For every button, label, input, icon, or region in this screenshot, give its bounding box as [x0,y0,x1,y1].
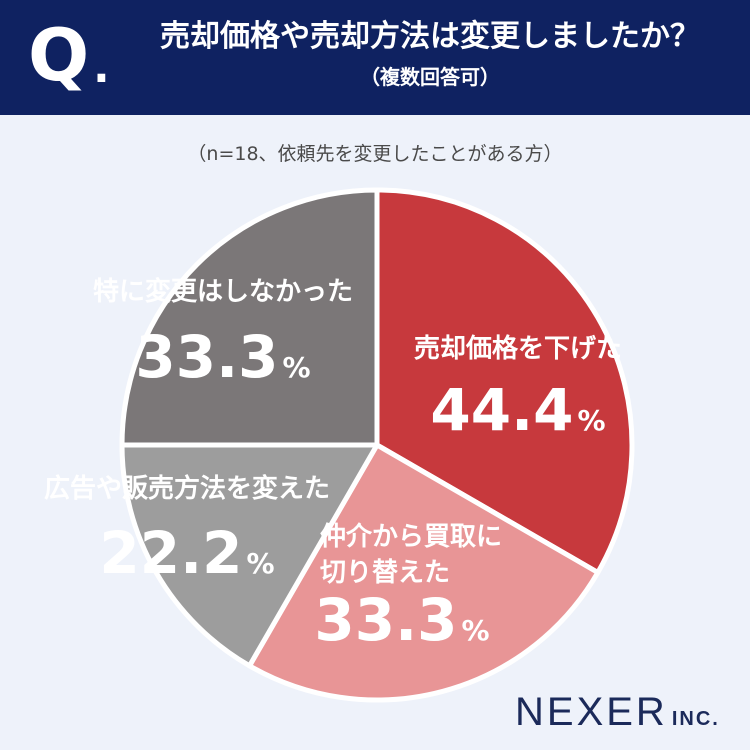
question-mark-letter: Q [28,13,90,97]
slice-label: 切り替えた [320,558,450,588]
slice-value-label: 33.3% [314,586,489,654]
question-title: 売却価格や売却方法は変更しましたか？ [160,19,700,54]
sample-note: （n=18、依頼先を変更したことがある方） [187,143,563,165]
slice-label: 売却価格を下げた [414,333,622,364]
pie-slice [119,187,380,448]
slice-label: 特に変更はしなかった [93,276,353,307]
logo-suffix: INC. [671,708,720,730]
pie-slice [374,187,635,575]
logo-wordmark: NEXER [515,690,668,734]
pie-slice [119,442,380,669]
company-logo: NEXER INC. [515,690,720,735]
slice-value-label: 33.3% [135,323,310,391]
slice-value-label: 44.4% [430,376,605,444]
slice-label: 仲介から買取に [320,522,502,552]
question-subtitle: （複数回答可） [360,65,500,89]
slice-value-label: 22.2% [99,519,274,587]
slice-label: 広告や販売方法を変えた [44,473,330,504]
pie-slice [247,442,601,703]
question-header: Q . 売却価格や売却方法は変更しましたか？ （複数回答可） [0,0,750,115]
question-mark-dot: . [93,42,110,93]
